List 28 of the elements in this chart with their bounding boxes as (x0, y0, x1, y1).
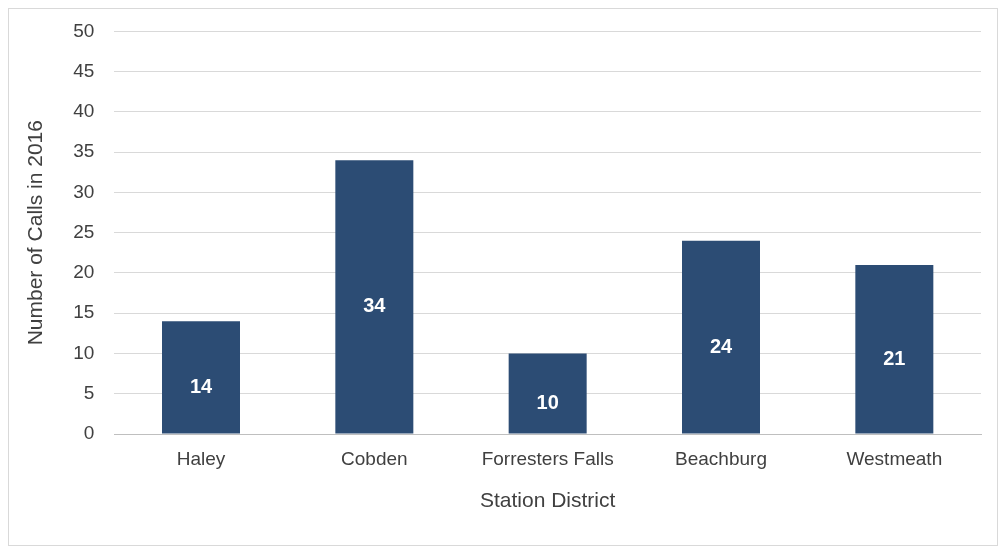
data-label: 21 (883, 346, 906, 369)
bar (335, 160, 414, 434)
data-label: 14 (189, 374, 213, 397)
y-tick-label: 10 (73, 341, 95, 363)
x-tick-label: Haley (176, 447, 226, 469)
y-tick-label: 15 (73, 301, 95, 323)
x-tick-label: Beachburg (675, 447, 767, 469)
y-tick-label: 50 (73, 19, 95, 41)
y-tick-label: 40 (73, 100, 95, 122)
y-tick-label: 35 (73, 140, 95, 162)
x-tick-label: Cobden (341, 447, 408, 469)
bar (682, 240, 760, 434)
y-tick-label: 25 (73, 220, 95, 242)
y-axis-title: Number of Calls in 2016 (23, 120, 47, 346)
x-axis-title: Station District (479, 488, 616, 512)
y-tick-label: 45 (73, 59, 95, 81)
y-tick-label: 5 (83, 381, 95, 403)
bar (855, 264, 934, 434)
x-tick-label: Forresters Falls (481, 447, 614, 469)
y-tick-label: 20 (73, 261, 95, 283)
data-label: 10 (536, 391, 559, 414)
data-label: 34 (363, 294, 387, 317)
data-label: 24 (709, 334, 733, 357)
x-tick-label: Westmeath (846, 447, 943, 469)
bar (508, 353, 587, 434)
y-tick-label: 30 (73, 180, 95, 202)
bar (162, 321, 240, 434)
y-tick-label: 0 (83, 422, 95, 444)
